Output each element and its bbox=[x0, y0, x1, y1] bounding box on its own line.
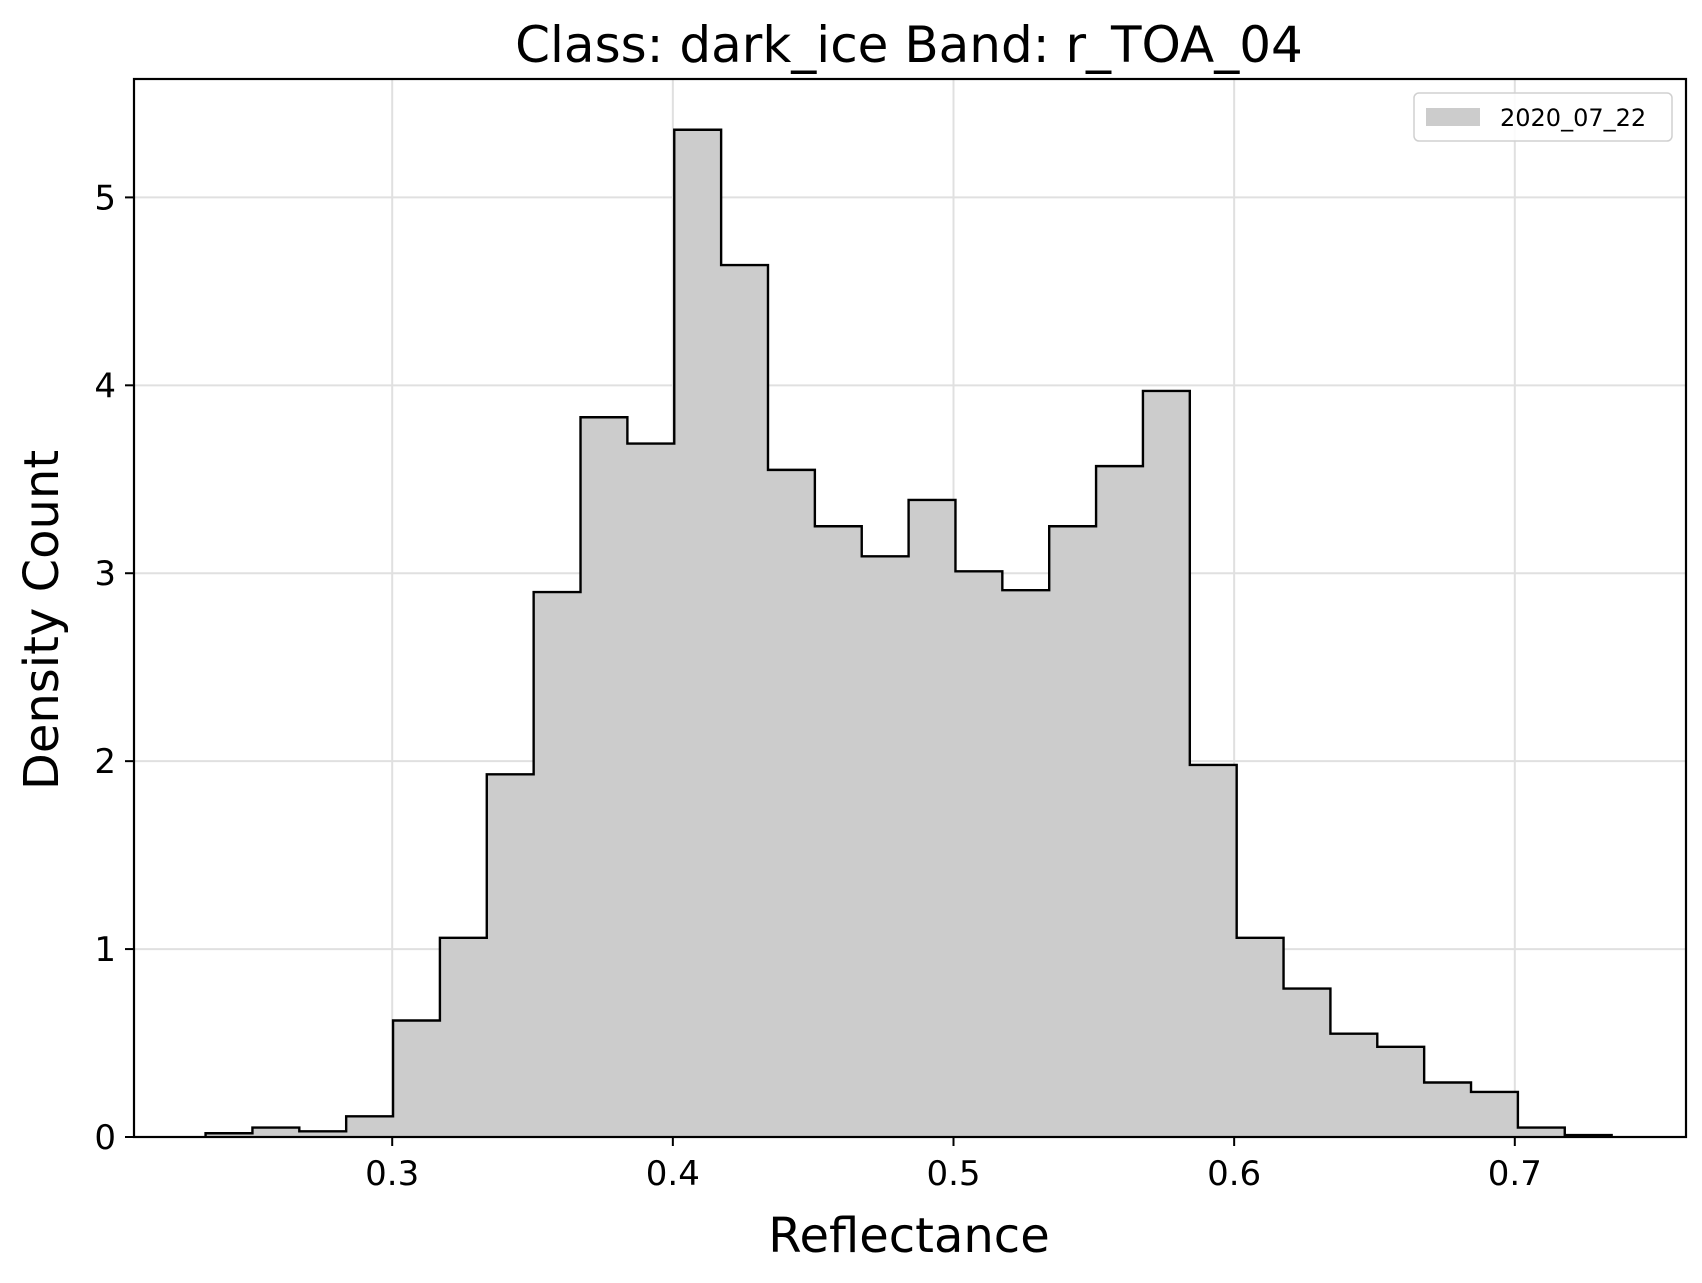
plot-frame bbox=[132, 77, 1688, 1139]
histogram-bar bbox=[1189, 764, 1238, 1137]
histogram-bar bbox=[955, 571, 1003, 1137]
y-tick-label: 1 bbox=[94, 930, 116, 970]
y-tick-label: 2 bbox=[94, 742, 116, 782]
histogram-bar bbox=[767, 469, 816, 1137]
histogram-bar bbox=[252, 1127, 300, 1137]
histogram-bar bbox=[1002, 590, 1050, 1137]
histogram-bar bbox=[1096, 466, 1144, 1137]
histogram-bar bbox=[486, 774, 535, 1137]
y-tick-label: 4 bbox=[94, 366, 116, 406]
histogram-bar bbox=[1049, 526, 1097, 1137]
histogram-bar bbox=[533, 592, 582, 1137]
histogram-bar bbox=[861, 556, 910, 1137]
histogram-bar bbox=[346, 1116, 394, 1137]
y-tick-label: 3 bbox=[94, 554, 116, 594]
histogram-bar bbox=[439, 937, 488, 1137]
y-tick-label: 0 bbox=[94, 1118, 116, 1158]
histogram-bar bbox=[1377, 1046, 1425, 1137]
histogram-bar bbox=[721, 265, 769, 1138]
x-tick-label: 0.5 bbox=[926, 1154, 980, 1194]
histogram-bar bbox=[1517, 1127, 1566, 1137]
histogram-bar bbox=[674, 129, 722, 1137]
x-tick-label: 0.3 bbox=[365, 1154, 419, 1194]
legend-box bbox=[1413, 92, 1673, 142]
histogram-bar bbox=[1330, 1033, 1378, 1137]
x-tick-label: 0.4 bbox=[646, 1154, 700, 1194]
histogram-bar bbox=[1142, 390, 1191, 1137]
chart-title: Class: dark_ice Band: r_TOA_04 bbox=[515, 16, 1303, 74]
legend-label: 2020_07_22 bbox=[1500, 104, 1646, 132]
y-tick-label: 5 bbox=[94, 178, 116, 218]
y-axis-label: Density Count bbox=[14, 450, 70, 790]
histogram-bar bbox=[1236, 937, 1285, 1137]
histogram-bar bbox=[1471, 1091, 1519, 1137]
legend-swatch bbox=[1426, 108, 1480, 126]
x-tick-label: 0.6 bbox=[1207, 1154, 1261, 1194]
histogram-bar bbox=[1424, 1082, 1472, 1137]
histogram-bars bbox=[204, 128, 1613, 1138]
x-tick-label: 0.7 bbox=[1488, 1154, 1542, 1194]
histogram-bar bbox=[299, 1131, 347, 1137]
histogram-bar bbox=[1283, 988, 1332, 1137]
histogram-outline bbox=[204, 128, 1613, 1137]
axes: 0.3 0.4 0.5 0.6 0.7 0 1 2 3 4 5 bbox=[94, 77, 1688, 1194]
histogram-bar bbox=[908, 499, 957, 1137]
histogram-bar bbox=[393, 1020, 441, 1137]
histogram-bar bbox=[580, 417, 628, 1137]
histogram-bar bbox=[205, 1133, 254, 1137]
x-axis-label: Reflectance bbox=[768, 1208, 1049, 1264]
histogram-bar bbox=[627, 443, 675, 1138]
legend: 2020_07_22 bbox=[1413, 92, 1673, 142]
histogram-bar bbox=[814, 526, 863, 1137]
